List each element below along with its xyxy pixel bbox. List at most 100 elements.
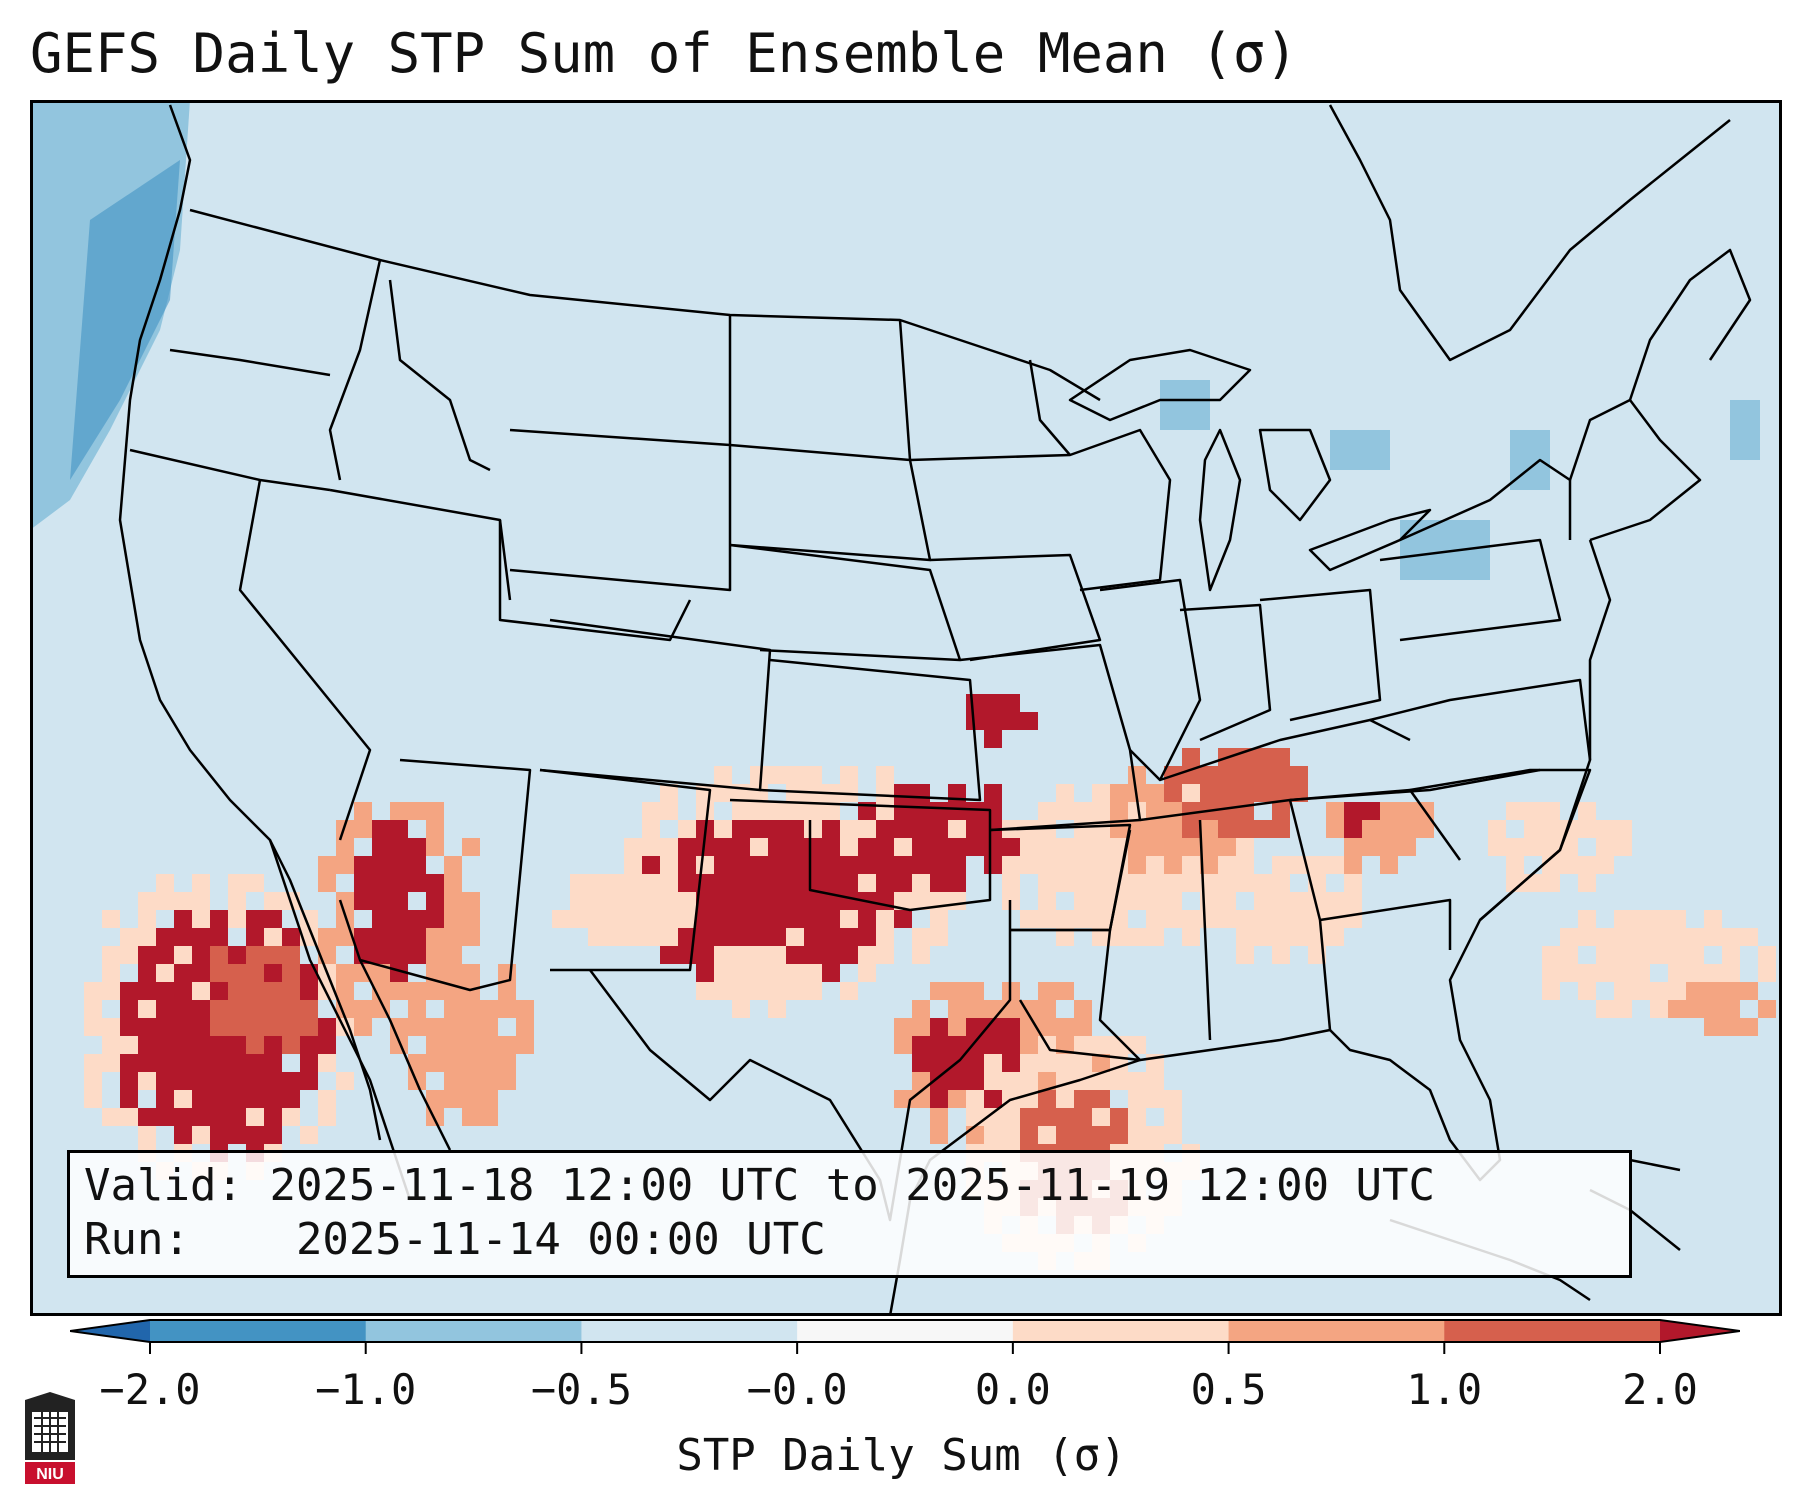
anomaly-cell [156,892,174,910]
anomaly-cell [264,982,282,1000]
anomaly-cell [786,766,804,784]
anomaly-cell [408,802,426,820]
colorbar-cell [150,1320,367,1342]
anomaly-cell [210,910,228,928]
anomaly-cell [732,892,750,910]
anomaly-cell [786,928,804,946]
anomaly-cell [714,946,732,964]
anomaly-cell [1578,964,1596,982]
anomaly-cell [714,784,732,802]
anomaly-cell [1398,820,1416,838]
anomaly-cell [804,928,822,946]
anomaly-cell [1074,856,1092,874]
valid-value: 2025-11-18 12:00 UTC to 2025-11-19 12:00… [269,1160,1436,1211]
anomaly-cell [1020,1126,1038,1144]
anomaly-cell [1614,910,1632,928]
anomaly-cell [444,928,462,946]
anomaly-cell [264,1054,282,1072]
anomaly-cell [516,1036,534,1054]
anomaly-cell [138,892,156,910]
anomaly-cell [894,1090,912,1108]
anomaly-cell [1092,928,1110,946]
anomaly-cell [1650,946,1668,964]
anomaly-cell [1272,946,1290,964]
anomaly-cell [894,910,912,928]
anomaly-cell [714,892,732,910]
negative-patch [1160,380,1210,430]
anomaly-cell [1722,982,1740,1000]
anomaly-cell [462,964,480,982]
anomaly-cell [138,1036,156,1054]
anomaly-cell [300,982,318,1000]
anomaly-cell [84,1054,102,1072]
anomaly-cell [1704,928,1722,946]
anomaly-cell [966,1072,984,1090]
anomaly-cell [1146,838,1164,856]
anomaly-cell [156,1054,174,1072]
anomaly-cell [1128,820,1146,838]
anomaly-cell [894,838,912,856]
anomaly-cell [984,802,1002,820]
anomaly-cell [192,1108,210,1126]
anomaly-cell [1326,802,1344,820]
anomaly-cell [372,820,390,838]
anomaly-cell [912,856,930,874]
anomaly-cell [1164,874,1182,892]
anomaly-cell [1632,964,1650,982]
anomaly-cell [732,982,750,1000]
anomaly-cell [1002,1036,1020,1054]
anomaly-cell [138,1072,156,1090]
anomaly-cell [1038,910,1056,928]
anomaly-cell [426,1108,444,1126]
anomaly-cell [156,1018,174,1036]
anomaly-cell [678,820,696,838]
anomaly-cell [228,1126,246,1144]
anomaly-cell [1416,820,1434,838]
anomaly-cell [948,1000,966,1018]
anomaly-cell [1758,964,1776,982]
anomaly-cell [1236,946,1254,964]
anomaly-cell [696,928,714,946]
anomaly-cell [282,1108,300,1126]
anomaly-cell [1074,1036,1092,1054]
anomaly-cell [876,856,894,874]
anomaly-cell [300,1018,318,1036]
anomaly-cell [1254,892,1272,910]
anomaly-cell [408,838,426,856]
anomaly-cell [1236,766,1254,784]
anomaly-cell [1686,928,1704,946]
anomaly-cell [120,928,138,946]
anomaly-cell [282,1036,300,1054]
anomaly-cell [840,910,858,928]
anomaly-cell [606,928,624,946]
anomaly-cell [1128,1072,1146,1090]
anomaly-cell [588,928,606,946]
anomaly-cell [264,1090,282,1108]
anomaly-cell [462,838,480,856]
anomaly-cell [1218,910,1236,928]
anomaly-cell [246,1036,264,1054]
anomaly-cell [444,1072,462,1090]
anomaly-cell [1074,910,1092,928]
anomaly-cell [606,892,624,910]
anomaly-cell [354,856,372,874]
run-value: 2025-11-14 00:00 UTC [295,1214,826,1265]
anomaly-cell [1326,910,1344,928]
anomaly-cell [696,892,714,910]
anomaly-cell [786,838,804,856]
anomaly-cell [732,838,750,856]
map-background [30,100,1782,1316]
anomaly-cell [426,874,444,892]
anomaly-cell [804,838,822,856]
anomaly-cell [930,928,948,946]
anomaly-cell [246,1018,264,1036]
anomaly-cell [1002,712,1020,730]
anomaly-cell [912,1018,930,1036]
anomaly-cell [714,874,732,892]
anomaly-cell [300,1072,318,1090]
anomaly-cell [228,946,246,964]
anomaly-cell [966,1018,984,1036]
anomaly-cell [624,910,642,928]
anomaly-cell [1074,1090,1092,1108]
anomaly-cell [210,946,228,964]
